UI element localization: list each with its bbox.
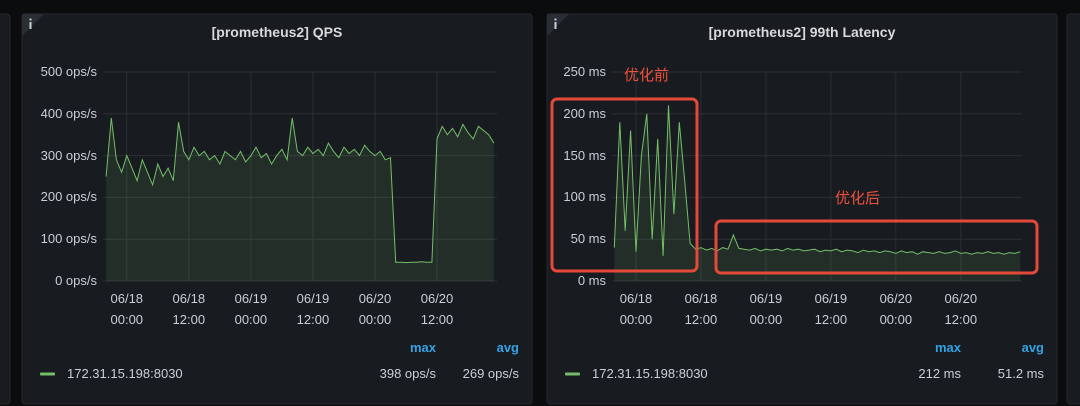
legend-stat-header: avg xyxy=(1021,340,1044,355)
partial-panel xyxy=(0,13,11,405)
y-tick-label: 400 ops/s xyxy=(40,105,97,121)
panel-title: [prometheus2] QPS xyxy=(211,24,343,40)
area xyxy=(614,105,1021,282)
x-tick-label: 06/20 12:00 xyxy=(420,291,454,327)
partial-panel xyxy=(1066,13,1080,405)
annotation-box xyxy=(550,97,699,273)
annotation-text: 优化前 xyxy=(624,67,670,84)
panel-title: [prometheus2] 99th Latency xyxy=(708,24,896,40)
x-tick-label: 06/20 12:00 xyxy=(944,291,978,327)
x-tick-label: 06/19 00:00 xyxy=(749,291,783,327)
legend-swatch xyxy=(565,372,580,376)
legend-stat-value: 269 ops/s xyxy=(462,366,519,381)
y-tick-label: 0 ms xyxy=(577,273,606,288)
legend-label: 172.31.15.198:8030 xyxy=(592,366,708,381)
x-tick-label: 06/18 00:00 xyxy=(619,291,653,327)
y-tick-label: 100 ms xyxy=(563,189,606,205)
legend-swatch xyxy=(40,372,55,376)
info-icon[interactable] xyxy=(22,14,44,36)
line xyxy=(613,105,1021,256)
line xyxy=(105,117,495,264)
panel xyxy=(21,13,533,405)
x-tick-label: 06/19 12:00 xyxy=(814,291,848,327)
y-tick-label: 300 ops/s xyxy=(40,147,97,163)
legend-stat-header: max xyxy=(409,340,436,355)
x-tick-label: 06/19 00:00 xyxy=(234,291,268,327)
info-icon[interactable] xyxy=(547,14,569,36)
legend-stat-header: max xyxy=(934,340,961,355)
y-tick-label: 500 ops/s xyxy=(40,64,97,79)
x-tick-label: 06/18 12:00 xyxy=(172,291,206,327)
legend-stat-value: 212 ms xyxy=(918,366,961,381)
annotation-box xyxy=(714,219,1039,275)
y-tick-label: 100 ops/s xyxy=(40,231,97,247)
y-tick-label: 200 ops/s xyxy=(40,189,97,205)
annotation-text: 优化后 xyxy=(835,190,881,207)
y-tick-label: 150 ms xyxy=(563,147,606,163)
x-tick-label: 06/19 12:00 xyxy=(296,291,330,327)
legend-stat-value: 398 ops/s xyxy=(379,366,436,381)
y-tick-label: 200 ms xyxy=(563,105,606,121)
legend-stat-header: avg xyxy=(496,340,519,355)
area xyxy=(106,118,494,281)
x-tick-label: 06/18 12:00 xyxy=(684,291,718,327)
legend-label: 172.31.15.198:8030 xyxy=(67,366,183,381)
y-tick-label: 250 ms xyxy=(563,64,606,79)
y-tick-label: 0 ops/s xyxy=(55,273,97,288)
x-tick-label: 06/18 00:00 xyxy=(110,291,144,327)
x-tick-label: 06/20 00:00 xyxy=(358,291,392,327)
panel xyxy=(546,13,1058,405)
x-tick-label: 06/20 00:00 xyxy=(879,291,913,327)
y-tick-label: 50 ms xyxy=(570,231,606,247)
legend-stat-value: 51.2 ms xyxy=(997,366,1044,381)
